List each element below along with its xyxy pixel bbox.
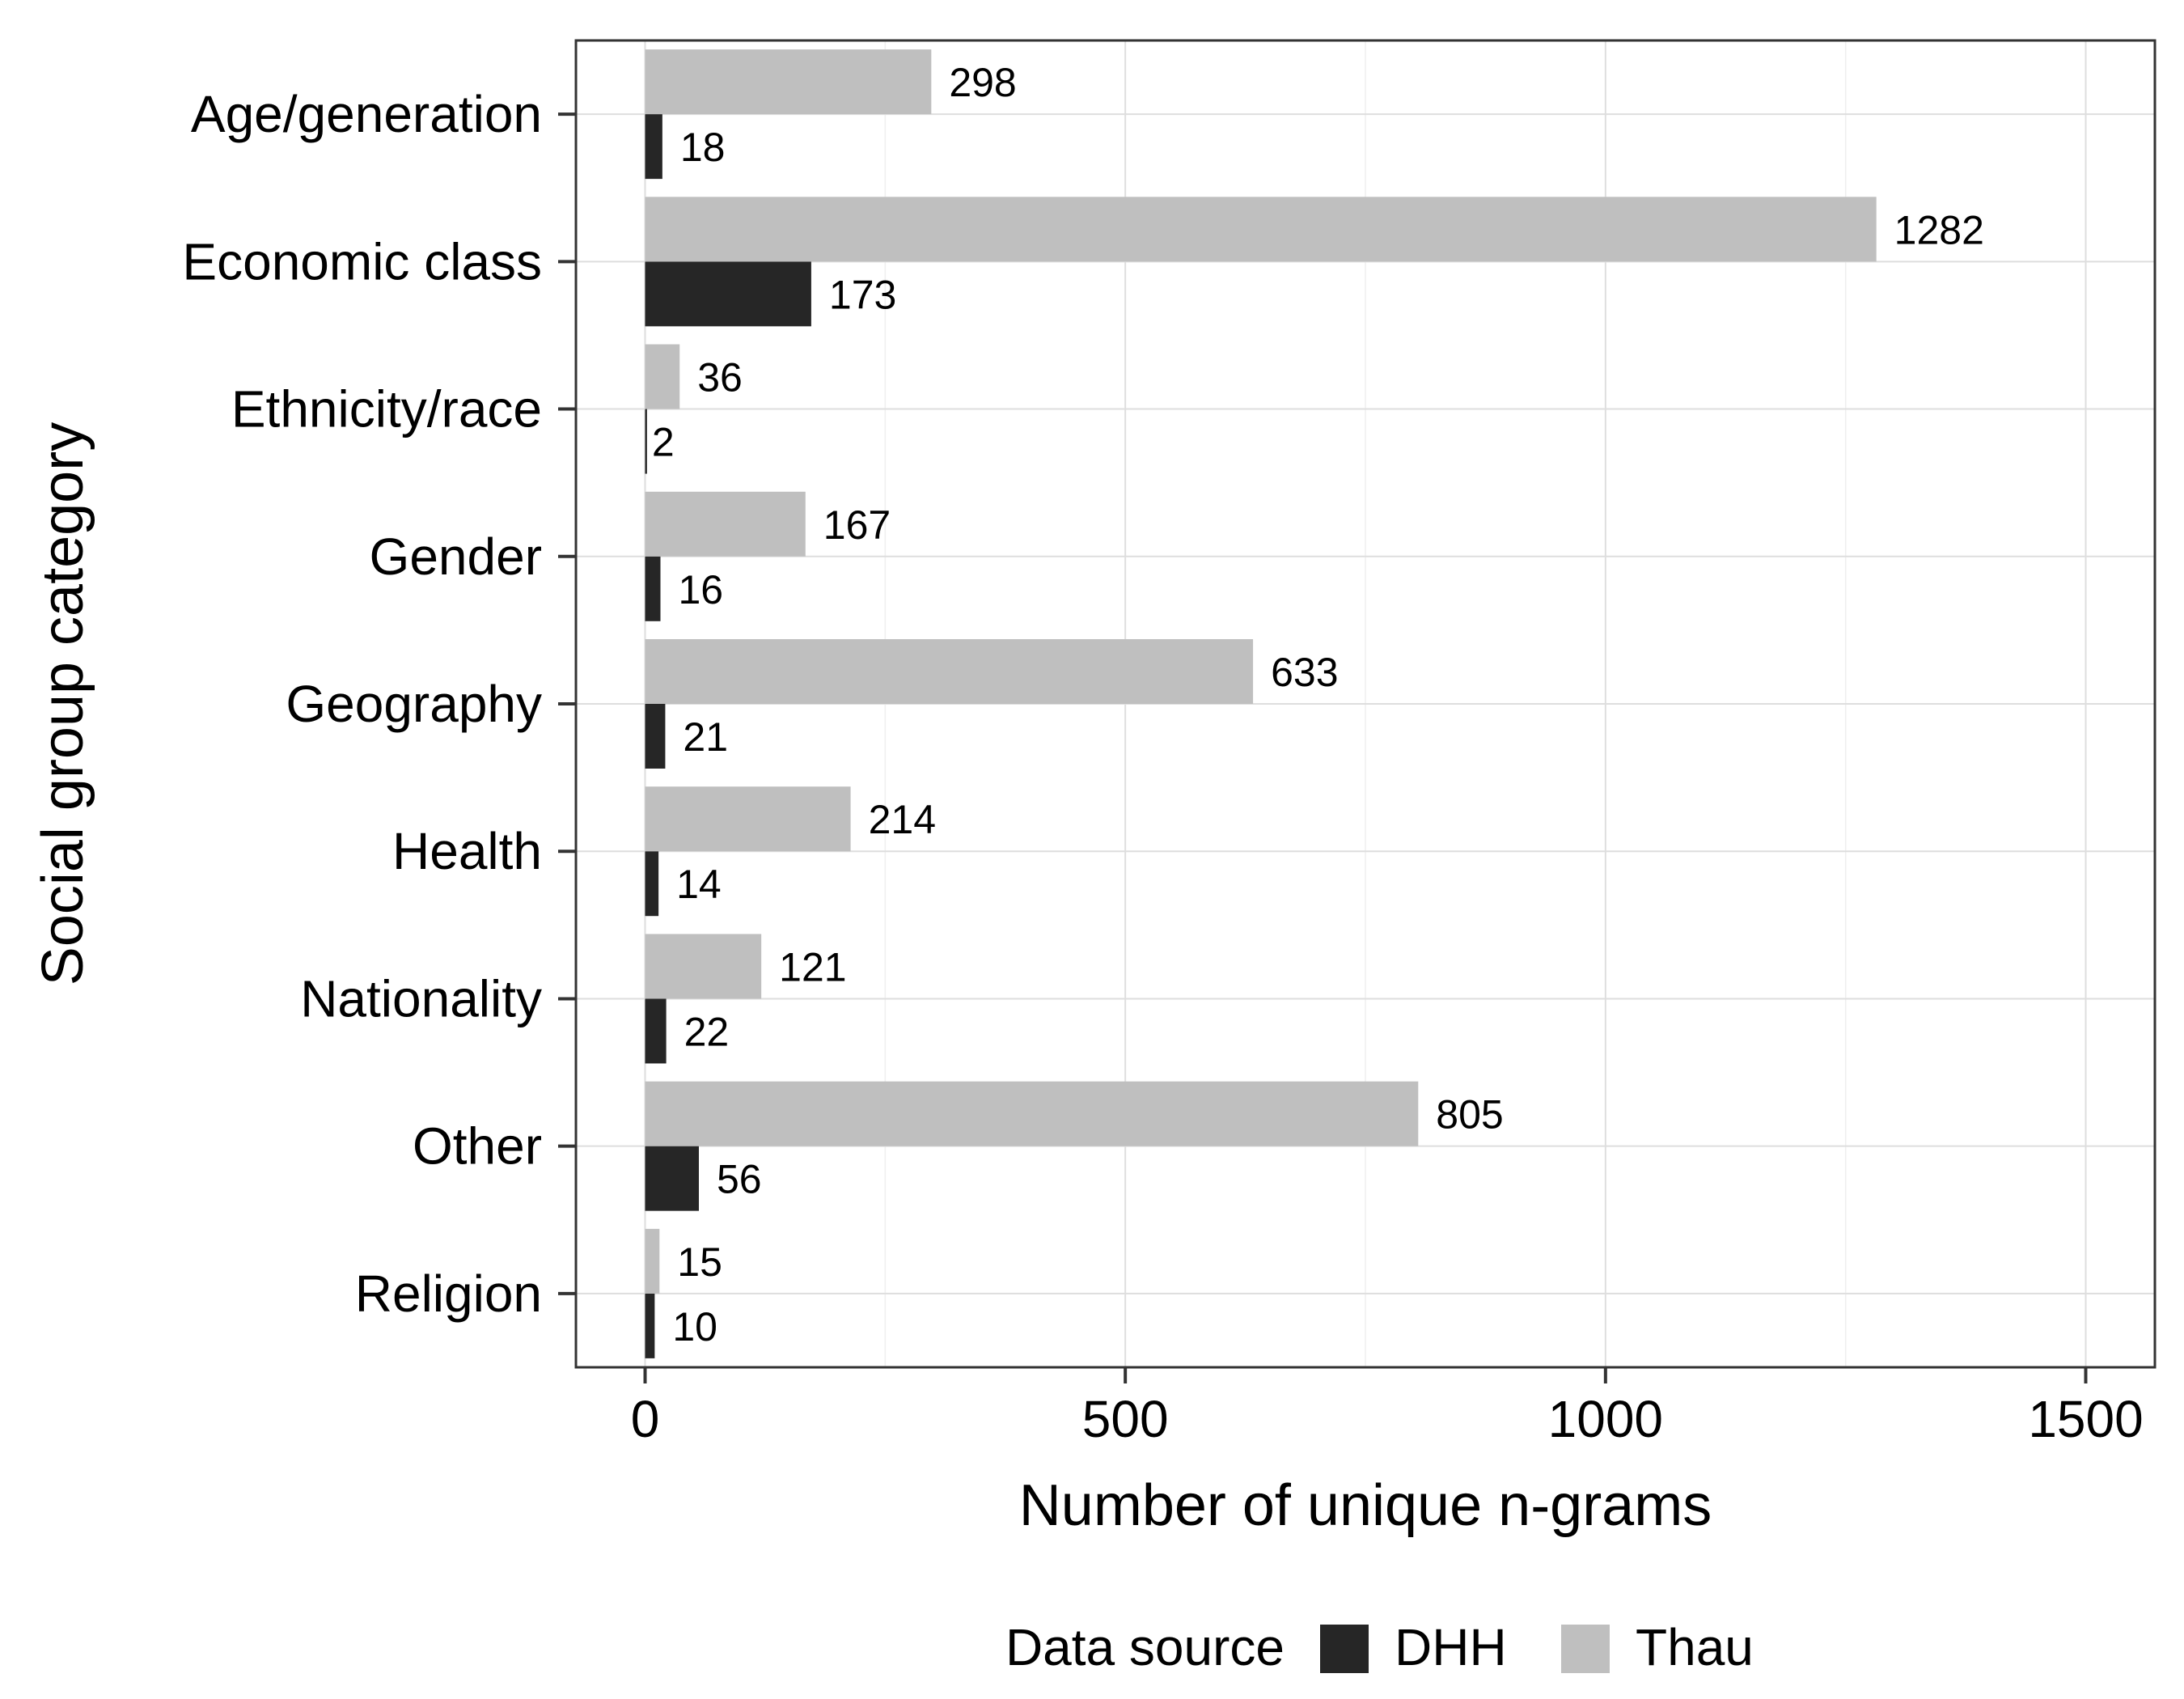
data-label-dhh-economic-class: 173 (829, 272, 896, 317)
y-tick-label-ethnicity-race: Ethnicity/race (231, 380, 542, 439)
legend-title: Data source (1005, 1618, 1285, 1676)
data-label-dhh-religion: 10 (672, 1304, 717, 1349)
y-tick-label-other: Other (413, 1117, 542, 1176)
bar-dhh-age-generation (645, 114, 662, 180)
y-tick-label-health: Health (392, 822, 542, 880)
y-tick-label-nationality: Nationality (300, 969, 542, 1027)
data-labels: 18 298 173 1282 2 36 16 167 21 633 14 214 22 121 56 805… (652, 60, 1984, 1349)
data-label-dhh-geography: 21 (683, 714, 728, 760)
y-tick-label-religion: Religion (355, 1265, 542, 1323)
x-tick-label-0: 0 (631, 1390, 660, 1448)
bar-thau-age-generation (645, 49, 932, 115)
bars (645, 49, 1877, 1358)
legend: Data source DHH Thau (1005, 1618, 1754, 1676)
data-label-dhh-other: 56 (717, 1157, 762, 1202)
data-label-dhh-gender: 16 (678, 567, 723, 612)
data-label-dhh-ethnicity-race: 2 (652, 420, 675, 465)
bar-thau-economic-class (645, 197, 1877, 262)
y-axis-title: Social group category (31, 422, 95, 985)
data-label-thau-other: 805 (1436, 1092, 1503, 1138)
y-tick-label-economic-class: Economic class (182, 232, 542, 290)
x-tick-label-1: 500 (1082, 1390, 1169, 1448)
bar-thau-religion (645, 1228, 660, 1294)
x-tick-label-3: 1500 (2028, 1390, 2143, 1448)
data-label-thau-gender: 167 (823, 502, 891, 548)
legend-key-thau (1561, 1625, 1610, 1673)
bar-dhh-economic-class (645, 261, 811, 327)
bar-dhh-gender (645, 556, 661, 621)
bar-dhh-ethnicity-race (645, 409, 647, 474)
data-label-thau-nationality: 121 (779, 944, 846, 989)
x-axis: 0 500 1000 1500 (631, 1367, 2144, 1448)
legend-key-dhh (1320, 1625, 1369, 1673)
bar-dhh-nationality (645, 998, 667, 1064)
bar-thau-nationality (645, 934, 762, 999)
bar-thau-other (645, 1081, 1419, 1146)
data-label-thau-geography: 633 (1271, 650, 1338, 695)
bar-thau-ethnicity-race (645, 344, 680, 409)
data-label-dhh-age-generation: 18 (680, 125, 726, 170)
bar-dhh-health (645, 851, 659, 917)
data-label-thau-ethnicity-race: 36 (697, 355, 743, 400)
y-tick-label-age-generation: Age/generation (191, 85, 542, 143)
data-label-thau-economic-class: 1282 (1894, 207, 1984, 252)
data-label-thau-age-generation: 298 (949, 60, 1016, 105)
legend-label-thau: Thau (1636, 1618, 1754, 1676)
legend-label-dhh: DHH (1395, 1618, 1507, 1676)
data-label-dhh-nationality: 22 (684, 1009, 730, 1054)
x-axis-title: Number of unique n-grams (1019, 1473, 1712, 1538)
bar-dhh-other (645, 1146, 699, 1211)
bar-thau-geography (645, 639, 1254, 704)
bar-thau-gender (645, 491, 806, 557)
data-label-thau-health: 214 (869, 797, 936, 842)
y-tick-label-geography: Geography (286, 675, 542, 733)
data-label-thau-religion: 15 (677, 1239, 722, 1285)
data-label-dhh-health: 14 (676, 862, 722, 907)
bar-dhh-geography (645, 704, 666, 769)
y-tick-label-gender: Gender (370, 527, 542, 586)
x-tick-label-2: 1000 (1548, 1390, 1663, 1448)
bar-thau-health (645, 786, 851, 852)
bar-dhh-religion (645, 1293, 655, 1358)
y-axis: Age/generation Economic class Ethnicity/ra… (182, 85, 576, 1323)
